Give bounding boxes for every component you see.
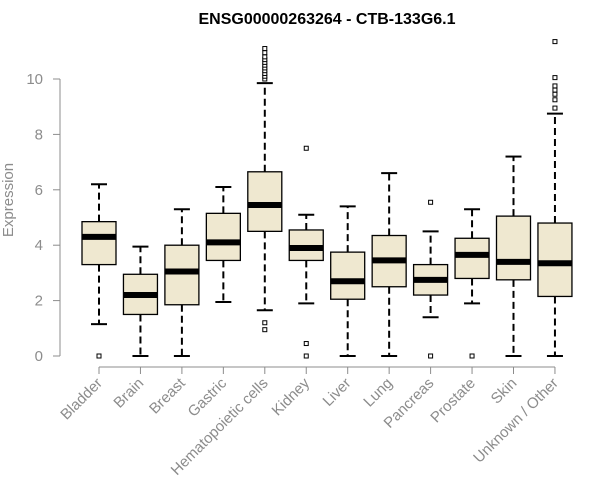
outlier-point	[552, 105, 558, 111]
y-tick-label: 6	[35, 182, 43, 199]
boxes-group	[81, 39, 573, 359]
outlier-point	[96, 353, 102, 359]
box-hematopoietic-cells	[247, 46, 283, 333]
y-tick-label: 2	[35, 293, 43, 310]
box-gastric	[205, 186, 242, 303]
box-kidney	[288, 145, 324, 359]
box-lung	[371, 172, 407, 357]
chart-title: ENSG00000263264 - CTB-133G6.1	[198, 11, 455, 28]
y-tick-label: 8	[35, 126, 43, 143]
iqr-box	[247, 171, 283, 232]
outlier-point	[262, 46, 268, 52]
x-tick-label: Prostate	[427, 375, 479, 427]
x-tick-label: Skin	[488, 375, 521, 408]
iqr-box	[537, 222, 573, 298]
x-tick-label: Lung	[360, 375, 396, 411]
outlier-point	[552, 87, 558, 93]
x-tick-label: Kidney	[269, 374, 314, 419]
outlier-point	[552, 75, 558, 81]
box-liver	[330, 205, 366, 357]
iqr-box	[454, 237, 490, 280]
y-axis-label: Expression	[0, 163, 17, 237]
box-unknown-other	[537, 39, 573, 357]
outlier-point	[262, 50, 268, 56]
outlier-point	[303, 145, 309, 151]
iqr-box	[164, 244, 200, 306]
outlier-point	[552, 39, 558, 45]
iqr-box	[205, 212, 242, 262]
outlier-point	[303, 341, 309, 347]
y-tick-label: 0	[35, 348, 43, 365]
box-brain	[122, 245, 159, 357]
outlier-point	[262, 320, 268, 326]
y-tick-label: 4	[35, 237, 43, 254]
y-tick-label: 10	[26, 71, 43, 88]
outlier-point	[552, 83, 558, 89]
box-breast	[164, 208, 200, 357]
outlier-point	[469, 353, 475, 359]
outlier-point	[552, 91, 558, 97]
outlier-point	[552, 97, 558, 103]
x-tick-label: Breast	[146, 374, 189, 417]
outlier-point	[262, 327, 268, 333]
box-prostate	[454, 208, 490, 359]
iqr-box	[495, 215, 532, 281]
box-pancreas	[412, 199, 449, 359]
box-bladder	[81, 183, 117, 359]
x-tick-label: Brain	[110, 375, 147, 412]
box-skin	[495, 155, 532, 357]
outlier-point	[428, 199, 434, 205]
iqr-box	[81, 221, 117, 266]
outlier-point	[262, 54, 268, 60]
y-axis: 0 2 4 6 8 10	[26, 71, 61, 365]
outlier-point	[428, 353, 434, 359]
outlier-point	[303, 353, 309, 359]
x-tick-label: Liver	[320, 375, 355, 410]
x-tick-label: Bladder	[57, 375, 106, 424]
iqr-box	[330, 251, 366, 300]
